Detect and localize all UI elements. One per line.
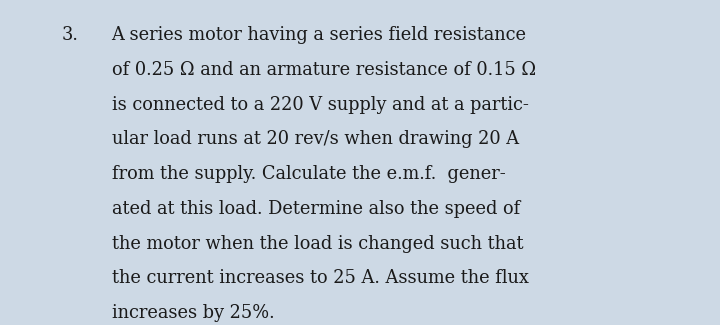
Text: increases by 25%.: increases by 25%. — [112, 304, 274, 322]
Text: A series motor having a series field resistance: A series motor having a series field res… — [112, 26, 526, 44]
Text: the current increases to 25 A. Assume the flux: the current increases to 25 A. Assume th… — [112, 269, 528, 287]
Text: is connected to a 220 V supply and at a partic-: is connected to a 220 V supply and at a … — [112, 96, 528, 113]
Text: ated at this load. Determine also the speed of: ated at this load. Determine also the sp… — [112, 200, 520, 218]
Text: the motor when the load is changed such that: the motor when the load is changed such … — [112, 235, 523, 253]
Text: ular load runs at 20 rev/s when drawing 20 A: ular load runs at 20 rev/s when drawing … — [112, 130, 518, 148]
Text: 3.: 3. — [61, 26, 78, 44]
Text: from the supply. Calculate the e.m.f.  gener-: from the supply. Calculate the e.m.f. ge… — [112, 165, 505, 183]
Text: of 0.25 Ω and an armature resistance of 0.15 Ω: of 0.25 Ω and an armature resistance of … — [112, 61, 536, 79]
